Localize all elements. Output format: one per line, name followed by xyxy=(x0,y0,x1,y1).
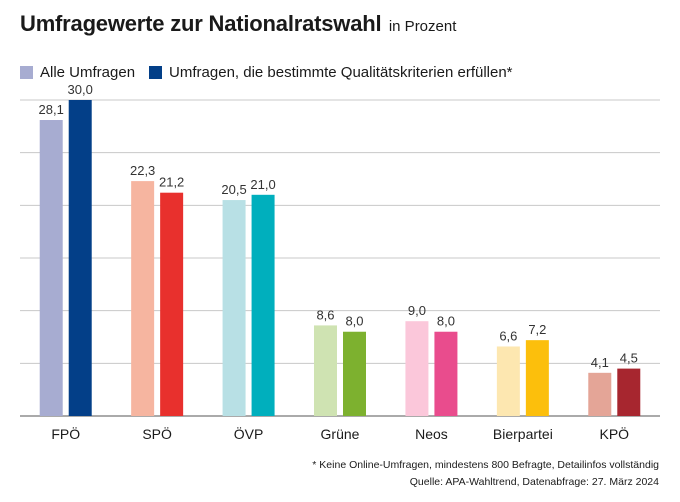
bar-all xyxy=(588,372,612,416)
data-label: 4,5 xyxy=(620,351,638,366)
bar-quality xyxy=(160,192,184,416)
chart-subtitle: in Prozent xyxy=(388,18,457,35)
legend: Alle Umfragen Umfragen, die bestimmte Qu… xyxy=(20,62,527,82)
legend-swatch-all xyxy=(20,65,33,79)
data-label: 4,1 xyxy=(591,355,609,370)
bar-all xyxy=(39,120,63,416)
bar-quality xyxy=(434,331,458,416)
bar-quality xyxy=(68,100,92,416)
legend-item-all: Alle Umfragen xyxy=(20,64,135,81)
bar-quality xyxy=(617,368,641,416)
category-label: Bierpartei xyxy=(493,426,553,442)
data-label: 8,0 xyxy=(345,314,363,329)
bar-quality xyxy=(251,194,275,416)
data-label: 21,0 xyxy=(250,177,275,192)
category-label: KPÖ xyxy=(599,425,629,442)
chart-title-block: Umfragewerte zur Nationalratswahl in Pro… xyxy=(20,11,456,37)
data-label: 8,6 xyxy=(316,307,334,322)
chart-title: Umfragewerte zur Nationalratswahl xyxy=(20,11,382,36)
legend-item-quality: Umfragen, die bestimmte Qualitätskriteri… xyxy=(149,63,513,81)
footnote: * Keine Online-Umfragen, mindestens 800 … xyxy=(312,459,659,471)
bar-quality xyxy=(343,331,366,416)
legend-label-all: Alle Umfragen xyxy=(40,63,136,81)
data-label: 28,1 xyxy=(39,102,64,117)
data-label: 8,0 xyxy=(437,314,455,329)
bar-all xyxy=(314,325,337,416)
data-label: 21,2 xyxy=(159,175,184,190)
bar-all xyxy=(222,200,246,416)
data-label: 6,6 xyxy=(499,328,517,343)
data-label: 7,2 xyxy=(528,322,546,337)
source-note: Quelle: APA-Wahltrend, Datenabfrage: 27.… xyxy=(409,476,659,488)
bar-all xyxy=(405,321,429,416)
category-label: Grüne xyxy=(321,426,360,442)
bar-all xyxy=(496,346,520,416)
category-label: Neos xyxy=(415,426,448,442)
category-label: ÖVP xyxy=(234,425,264,442)
data-label: 9,0 xyxy=(408,303,426,318)
data-label: 20,5 xyxy=(221,182,246,197)
data-label: 22,3 xyxy=(130,163,155,178)
category-label: SPÖ xyxy=(142,425,172,442)
bar-quality xyxy=(525,340,549,416)
bar-all xyxy=(131,181,155,416)
data-label: 30,0 xyxy=(68,82,93,97)
legend-swatch-quality xyxy=(149,65,163,79)
legend-label-quality: Umfragen, die bestimmte Qualitätskriteri… xyxy=(169,63,513,81)
category-label: FPÖ xyxy=(51,425,80,442)
